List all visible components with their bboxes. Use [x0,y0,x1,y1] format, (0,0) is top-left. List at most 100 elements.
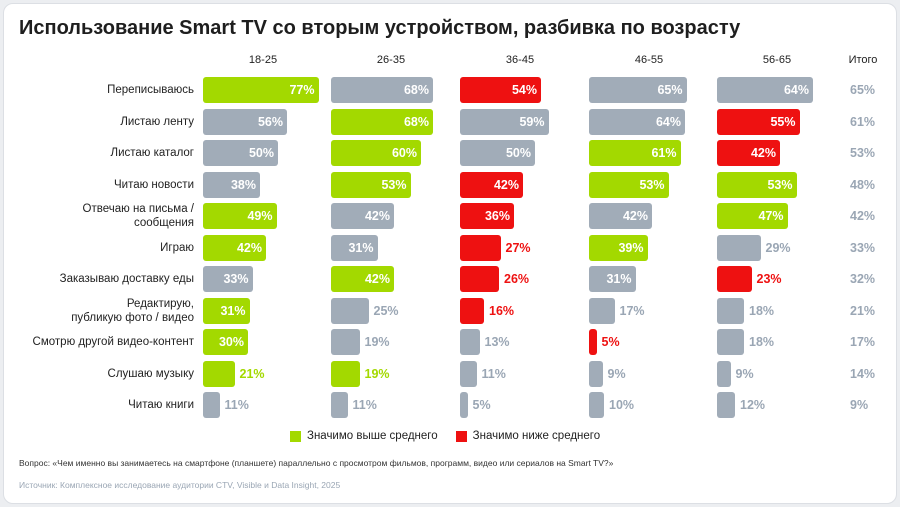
data-label: 38% [230,177,256,192]
category-label: Смотрю другой видео-контент [32,336,194,348]
legend-item-above: Значимо выше среднего [290,430,438,442]
category-label: Заказываю доставку еды [59,273,194,285]
column-header-36-45: 36-45 [505,54,535,66]
bar [331,140,421,166]
data-label: 36% [484,209,510,223]
bar [203,140,278,166]
bar [460,171,523,198]
bar [460,203,514,229]
bar [203,77,319,103]
bar [203,297,250,324]
data-label: 11% [481,366,506,381]
bar [460,329,480,355]
data-label: 64% [655,114,681,129]
bar [589,77,687,103]
total-column-header: Итого [848,54,878,66]
total-value: 53% [850,146,876,160]
legend: Значимо выше среднего Значимо ниже средн… [290,430,618,442]
total-value: 42% [850,209,876,223]
data-label: 42% [622,209,648,223]
bar [460,360,477,387]
category-label: Переписываюсь [107,84,194,96]
bar [717,77,813,103]
bar [203,171,260,198]
data-label: 77% [289,83,315,97]
bar [717,297,744,324]
data-label: 17% [619,303,645,318]
bar [589,171,669,198]
bar [331,171,411,198]
legend-swatch-below [455,430,467,442]
question-note: Вопрос: «Чем именно вы занимаетесь на см… [19,458,614,468]
total-value: 33% [850,240,876,255]
data-label: 42% [364,272,390,286]
data-label: 42% [750,146,776,160]
legend-swatch-above [290,430,301,442]
data-label: 54% [511,83,537,97]
data-label: 68% [403,83,429,97]
data-label: 23% [756,272,782,286]
total-value: 9% [850,398,869,412]
bar [460,77,541,103]
legend-label-above: Значимо выше среднего [307,430,438,442]
data-label: 50% [248,146,274,160]
data-label: 31% [220,303,246,318]
data-label: 31% [348,240,374,255]
bar [203,360,235,387]
data-label: 5% [472,398,491,412]
data-label: 11% [352,398,377,412]
category-label: Играю [160,241,194,254]
bar [717,392,735,418]
bar [589,203,652,229]
data-label: 18% [749,335,775,349]
bar [717,360,731,387]
bar [331,297,369,324]
data-label: 56% [257,114,283,129]
bar [331,108,433,135]
data-label: 39% [618,240,644,255]
data-label: 29% [765,240,791,255]
category-label: Отвечаю на письма / сообщения [82,203,194,229]
data-label: 10% [609,398,635,412]
data-label: 5% [601,335,620,349]
data-label: 42% [236,240,262,255]
category-label: Редактирую, публикую фото / видео [71,297,194,324]
column-header-56-65: 56-65 [762,54,792,66]
data-label: 26% [504,272,530,286]
source-note: Источник: Комплексное исследование аудит… [19,480,341,490]
bar [717,140,780,166]
legend-item-below: Значимо ниже среднего [455,430,600,442]
data-label: 31% [606,272,632,286]
bar [717,108,800,135]
category-label: Листаю каталог [110,147,194,159]
bar [331,203,394,229]
data-label: 33% [223,272,249,286]
data-label: 42% [493,177,519,192]
total-value: 61% [850,114,876,129]
bar [717,171,797,198]
bar [460,108,549,135]
bar [589,392,604,418]
total-value: 32% [850,272,876,286]
bar [717,203,788,229]
bar [589,140,681,166]
bar [460,392,468,418]
category-label: Листаю ленту [120,115,194,128]
data-label: 64% [783,83,809,97]
category-label: Читаю новости [113,178,194,191]
bar [460,266,499,292]
bar [717,266,752,292]
data-label: 12% [740,398,766,412]
data-label: 30% [218,335,244,349]
bar [589,234,648,261]
data-label: 59% [519,114,545,129]
bar [717,329,744,355]
data-label: 25% [373,303,399,318]
bar [331,234,378,261]
data-label: 16% [489,303,515,318]
data-label: 50% [505,146,531,160]
bar [331,77,433,103]
bar [460,297,484,324]
bar [589,360,603,387]
column-header-46-55: 46-55 [634,54,664,66]
